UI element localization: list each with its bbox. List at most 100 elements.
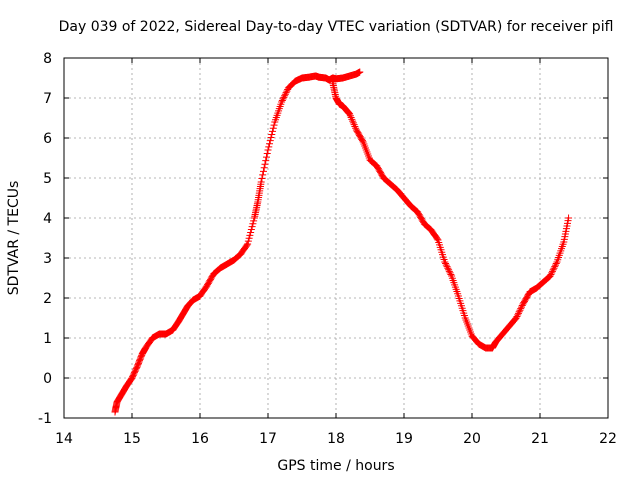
data-point-marker bbox=[279, 95, 287, 103]
data-point-marker bbox=[244, 237, 252, 245]
data-point-marker bbox=[258, 174, 266, 182]
data-point-marker bbox=[270, 121, 278, 129]
data-point-marker bbox=[548, 267, 556, 275]
data-point-marker bbox=[515, 308, 523, 316]
data-point-marker bbox=[261, 160, 269, 168]
data-point-marker bbox=[358, 137, 366, 145]
data-point-marker bbox=[350, 121, 358, 129]
data-point-marker bbox=[260, 164, 268, 172]
data-point-marker bbox=[446, 269, 454, 277]
data-point-marker bbox=[283, 87, 291, 95]
data-point-marker bbox=[352, 124, 360, 132]
y-tick-label: 2 bbox=[43, 291, 52, 307]
tick-marks bbox=[63, 57, 609, 419]
y-tick-label: 3 bbox=[43, 251, 52, 267]
y-tick-label: 5 bbox=[43, 171, 52, 187]
data-point-marker bbox=[349, 117, 357, 125]
data-point-marker bbox=[351, 122, 359, 130]
data-point-marker bbox=[517, 305, 525, 313]
data-point-marker bbox=[249, 220, 257, 228]
data-point-marker bbox=[548, 269, 556, 277]
data-point-marker bbox=[281, 90, 289, 98]
x-tick-label: 15 bbox=[123, 431, 141, 447]
data-series-sdtvar bbox=[111, 68, 573, 416]
data-point-marker bbox=[442, 260, 450, 268]
data-point-marker bbox=[546, 272, 554, 280]
data-point-marker bbox=[278, 96, 286, 104]
data-point-marker bbox=[512, 314, 520, 322]
data-point-marker bbox=[265, 143, 273, 151]
data-point-marker bbox=[518, 302, 526, 310]
data-point-marker bbox=[552, 260, 560, 268]
y-tick-label: 7 bbox=[43, 91, 52, 107]
data-point-marker bbox=[348, 115, 356, 123]
y-tick-label: 0 bbox=[43, 371, 52, 387]
data-point-marker bbox=[280, 93, 288, 101]
data-point-marker bbox=[246, 231, 254, 239]
x-tick-label: 18 bbox=[327, 431, 345, 447]
data-point-marker bbox=[264, 146, 272, 154]
data-point-marker bbox=[247, 226, 255, 234]
data-point-marker bbox=[262, 153, 270, 161]
data-point-marker bbox=[269, 127, 277, 135]
data-point-marker bbox=[269, 124, 277, 132]
data-point-marker bbox=[262, 157, 270, 165]
data-point-marker bbox=[257, 178, 265, 186]
data-point-marker bbox=[267, 134, 275, 142]
data-point-marker bbox=[445, 266, 453, 274]
data-point-marker bbox=[514, 311, 522, 319]
data-point-marker bbox=[551, 263, 559, 271]
data-point-marker bbox=[441, 258, 449, 266]
data-point-marker bbox=[346, 110, 354, 118]
grid-lines bbox=[64, 58, 608, 418]
y-tick-label: 1 bbox=[43, 331, 52, 347]
data-point-marker bbox=[442, 261, 450, 269]
y-tick-label: 6 bbox=[43, 131, 52, 147]
y-tick-label: -1 bbox=[38, 411, 52, 427]
x-tick-label: 22 bbox=[599, 431, 617, 447]
x-axis-label: GPS time / hours bbox=[277, 458, 394, 474]
data-point-marker bbox=[356, 68, 364, 76]
data-point-marker bbox=[549, 266, 557, 274]
data-point-marker bbox=[445, 267, 453, 275]
data-point-marker bbox=[550, 264, 558, 272]
data-point-marker bbox=[259, 167, 267, 175]
chart-title: Day 039 of 2022, Sidereal Day-to-day VTE… bbox=[59, 19, 614, 35]
data-point-marker bbox=[347, 114, 355, 122]
data-point-marker bbox=[268, 130, 276, 138]
y-tick-labels: -1 0 1 2 3 4 5 6 7 8 bbox=[38, 51, 52, 427]
x-tick-label: 14 bbox=[55, 431, 73, 447]
x-tick-label: 17 bbox=[259, 431, 277, 447]
data-point-marker bbox=[443, 263, 451, 271]
data-point-marker bbox=[243, 241, 251, 249]
data-point-marker bbox=[245, 234, 253, 242]
x-tick-label: 19 bbox=[395, 431, 413, 447]
x-tick-label: 20 bbox=[463, 431, 481, 447]
data-point-marker bbox=[517, 303, 525, 311]
data-point-marker bbox=[278, 98, 286, 106]
data-point-marker bbox=[281, 92, 289, 100]
data-point-marker bbox=[282, 89, 290, 97]
data-point-marker bbox=[266, 137, 274, 145]
x-tick-labels: 14 15 16 17 18 19 20 21 22 bbox=[55, 431, 617, 447]
x-tick-label: 21 bbox=[531, 431, 549, 447]
data-point-marker bbox=[244, 240, 252, 248]
data-point-marker bbox=[259, 171, 267, 179]
y-tick-label: 4 bbox=[43, 211, 52, 227]
x-tick-label: 16 bbox=[191, 431, 209, 447]
data-point-marker bbox=[266, 140, 274, 148]
data-point-marker bbox=[513, 312, 521, 320]
data-point-marker bbox=[346, 112, 354, 120]
data-point-marker bbox=[447, 270, 455, 278]
data-point-marker bbox=[514, 309, 522, 317]
y-tick-label: 8 bbox=[43, 51, 52, 67]
data-point-marker bbox=[444, 264, 452, 272]
data-point-marker bbox=[433, 235, 441, 243]
y-axis-label: SDTVAR / TECUs bbox=[6, 181, 22, 296]
data-point-marker bbox=[565, 214, 573, 222]
data-point-marker bbox=[551, 261, 559, 269]
data-point-marker bbox=[127, 376, 135, 384]
data-point-marker bbox=[250, 217, 258, 225]
data-point-marker bbox=[263, 150, 271, 158]
